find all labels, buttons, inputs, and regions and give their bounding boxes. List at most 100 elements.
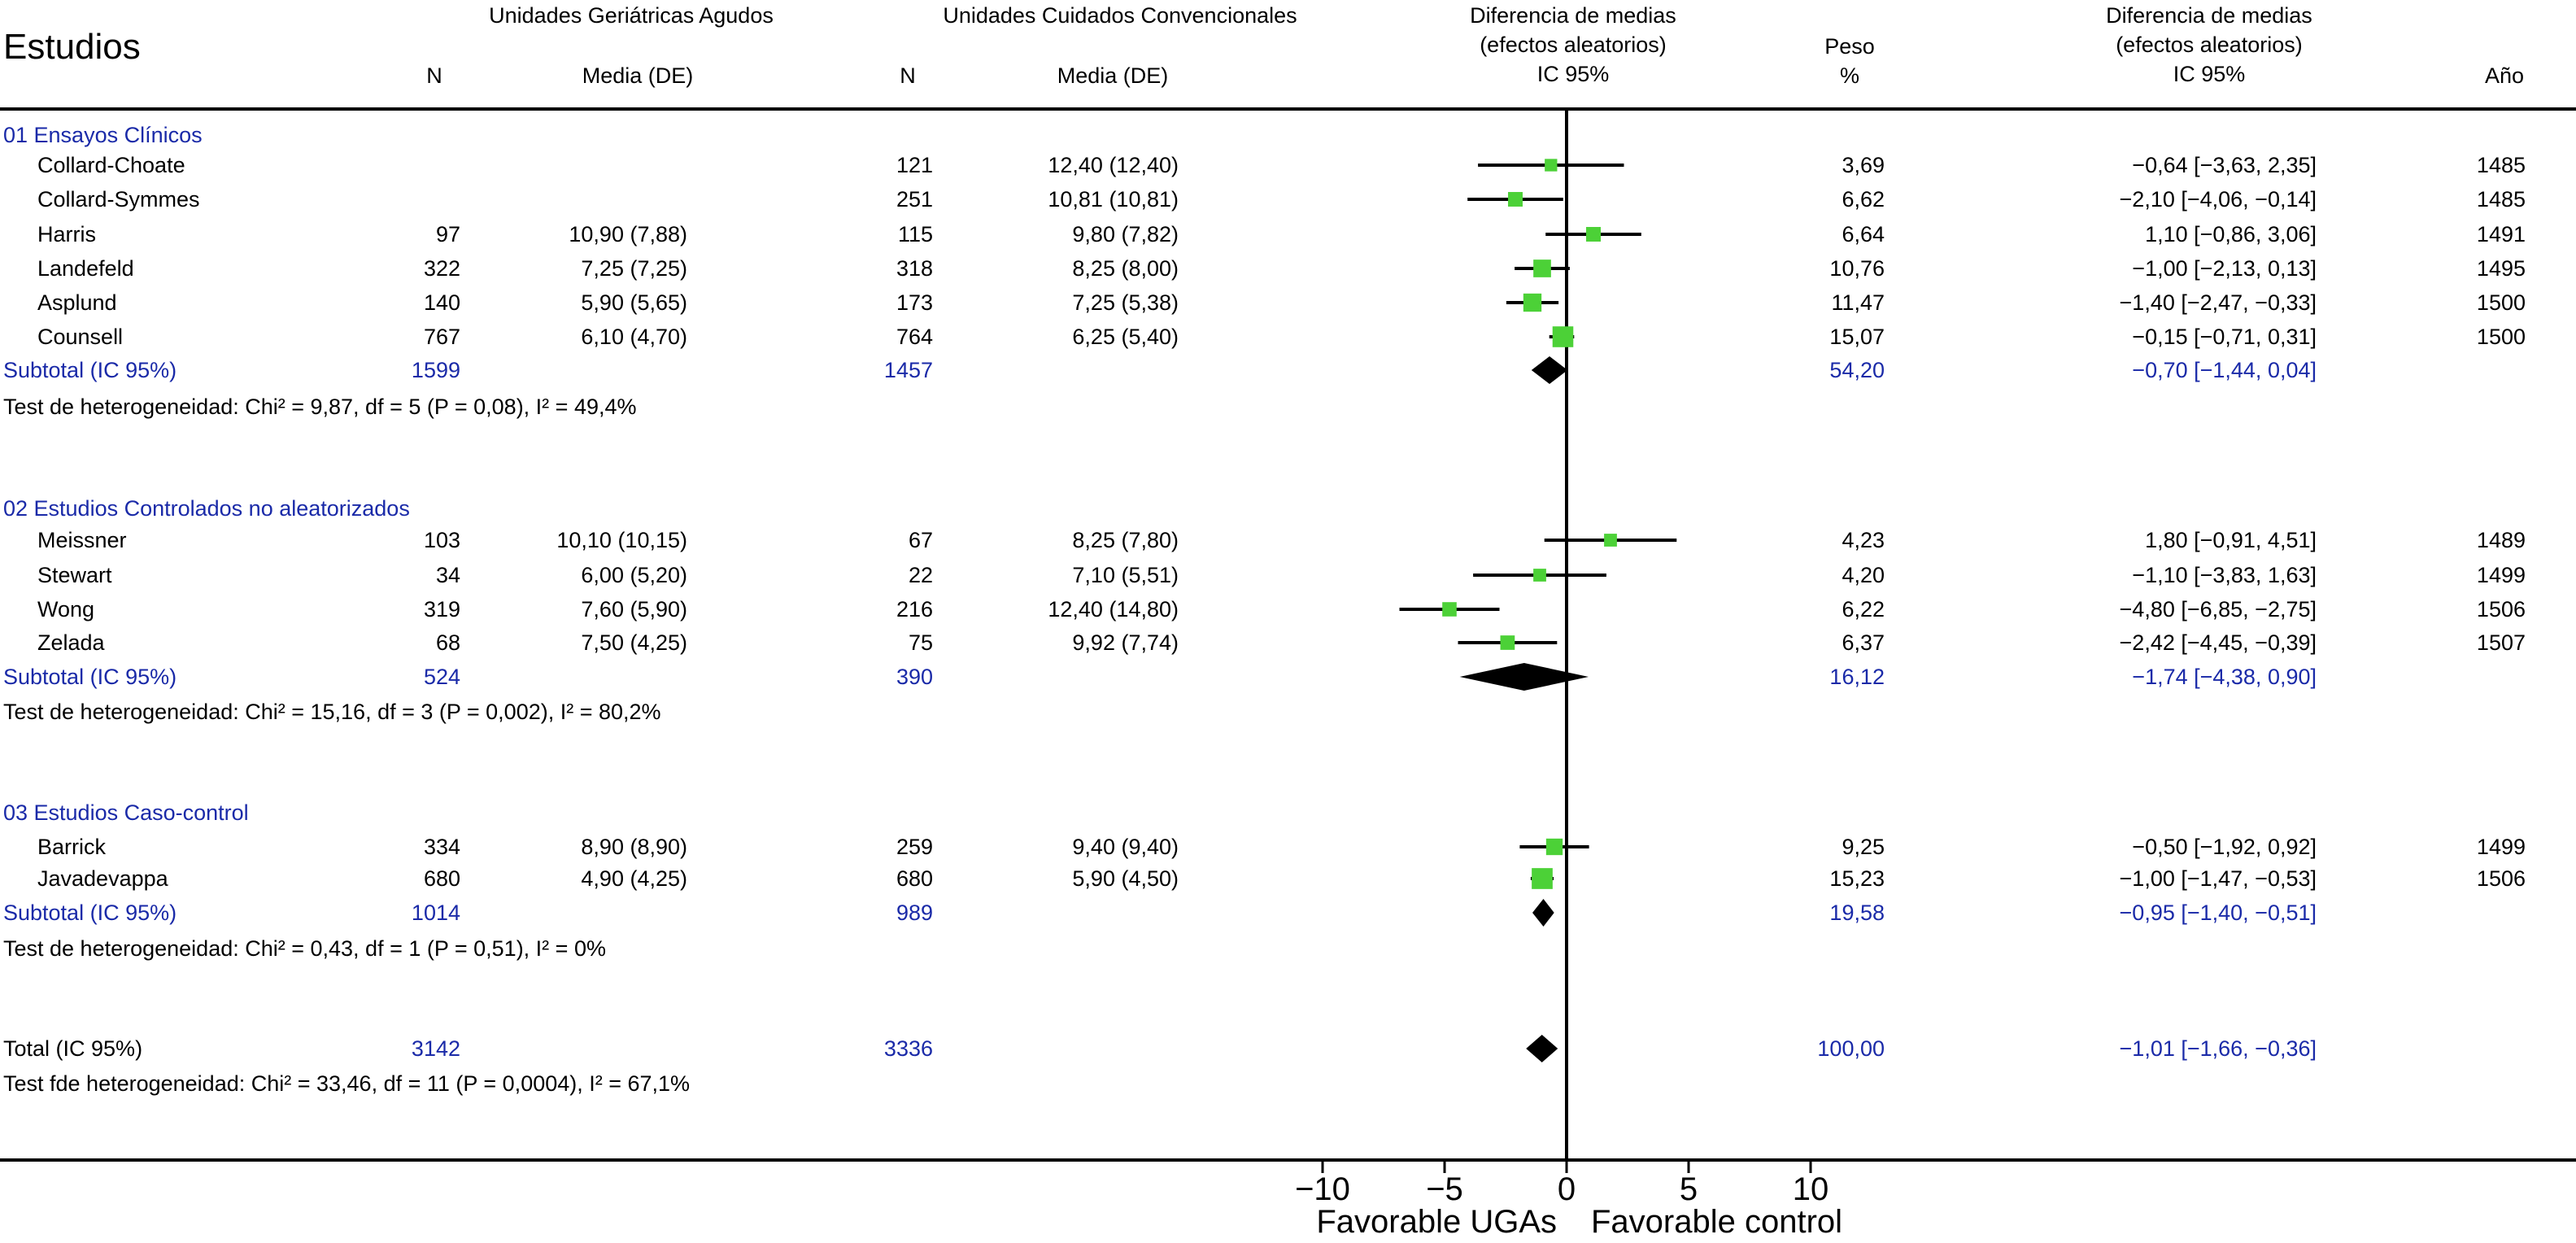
subtotal-diamond <box>1532 899 1554 927</box>
group2-n-header: N <box>900 63 916 88</box>
forest-axis: −10 −5 0 5 10 Favorable UGAs Favorable contr… <box>0 1158 2576 1240</box>
study-n2: 251 <box>896 187 933 212</box>
study-mean2: 8,25 (7,80) <box>1072 528 1179 552</box>
study-weight: 6,37 <box>1842 630 1885 655</box>
study-mean2: 7,25 (5,38) <box>1072 290 1179 315</box>
study-mean2: 7,10 (5,51) <box>1072 563 1179 587</box>
study-mean2: 9,92 (7,74) <box>1072 630 1179 655</box>
subtotal-weight: 54,20 <box>1829 358 1885 382</box>
axis-tick-label: 0 <box>1558 1171 1576 1207</box>
group-title: 03 Estudios Caso-control <box>3 800 249 825</box>
year-header: Año <box>2485 63 2524 88</box>
study-ci: −1,00 [−1,47, −0,53] <box>2120 866 2317 891</box>
study-mean1: 4,90 (4,25) <box>581 866 687 891</box>
study-mean1: 7,50 (4,25) <box>581 630 687 655</box>
study-n1: 68 <box>436 630 460 655</box>
study-mean1: 7,60 (5,90) <box>581 597 687 622</box>
axis-ticks: −10 −5 0 5 10 <box>1295 1160 1828 1207</box>
effect-square <box>1533 569 1546 582</box>
study-mean2: 6,25 (5,40) <box>1072 325 1179 349</box>
group1-mean-header: Media (DE) <box>582 63 694 88</box>
study-weight: 3,69 <box>1842 153 1885 177</box>
study-n2: 216 <box>896 597 933 622</box>
study-name: Counsell <box>37 325 123 349</box>
table-body: 01 Ensayos Clínicos Collard-Choate 121 12,4… <box>3 109 2526 1160</box>
subtotal-n2: 1457 <box>884 358 933 382</box>
study-mean2: 9,80 (7,82) <box>1072 222 1179 246</box>
group2-mean-header: Media (DE) <box>1057 63 1169 88</box>
group-title: 02 Estudios Controlados no aleatorizados <box>3 496 410 521</box>
study-weight: 15,07 <box>1829 325 1885 349</box>
study-year: 1485 <box>2477 187 2526 212</box>
study-year: 1499 <box>2477 835 2526 859</box>
subtotal-n1: 524 <box>424 665 460 689</box>
study-name: Collard-Symmes <box>37 187 200 212</box>
study-name: Asplund <box>37 290 117 315</box>
total-diamond <box>1526 1035 1558 1062</box>
weight-header-line2: % <box>1840 63 1859 88</box>
total-ci: −1,01 [−1,66, −0,36] <box>2120 1036 2317 1061</box>
study-year: 1506 <box>2477 597 2526 622</box>
study-weight: 15,23 <box>1829 866 1885 891</box>
study-ci: 1,10 [−0,86, 3,06] <box>2145 222 2317 246</box>
effect-square <box>1532 868 1553 889</box>
study-ci: −4,80 [−6,85, −2,75] <box>2120 597 2317 622</box>
total-weight: 100,00 <box>1817 1036 1885 1061</box>
subtotal-n1: 1014 <box>412 901 460 925</box>
study-ci: −1,00 [−2,13, 0,13] <box>2132 256 2317 281</box>
study-name: Barrick <box>37 835 107 859</box>
total-n2: 3336 <box>884 1036 933 1061</box>
study-n2: 67 <box>909 528 933 552</box>
subtotal-weight: 16,12 <box>1829 665 1885 689</box>
study-ci: 1,80 [−0,91, 4,51] <box>2145 528 2317 552</box>
study-n2: 173 <box>896 290 933 315</box>
study-weight: 6,62 <box>1842 187 1885 212</box>
effect-title-line2: (efectos aleatorios) <box>2116 33 2303 57</box>
study-mean1: 7,25 (7,25) <box>581 256 687 281</box>
study-ci: −1,10 [−3,83, 1,63] <box>2132 563 2317 587</box>
study-name: Harris <box>37 222 96 246</box>
axis-tick-label: 5 <box>1680 1171 1698 1207</box>
study-n1: 680 <box>424 866 460 891</box>
study-year: 1499 <box>2477 563 2526 587</box>
favors-right-label: Favorable control <box>1591 1204 1842 1240</box>
forest-title-line1: Diferencia de medias <box>1470 3 1676 28</box>
study-weight: 4,23 <box>1842 528 1885 552</box>
total-label: Total (IC 95%) <box>3 1036 142 1061</box>
study-mean2: 5,90 (4,50) <box>1072 866 1179 891</box>
study-mean2: 10,81 (10,81) <box>1048 187 1179 212</box>
study-year: 1485 <box>2477 153 2526 177</box>
study-mean1: 5,90 (5,65) <box>581 290 687 315</box>
study-weight: 10,76 <box>1829 256 1885 281</box>
study-year: 1500 <box>2477 325 2526 349</box>
subtotal-ci: −1,74 [−4,38, 0,90] <box>2132 665 2317 689</box>
study-mean1: 10,10 (10,15) <box>556 528 687 552</box>
effect-square <box>1545 159 1558 172</box>
subtotal-label: Subtotal (IC 95%) <box>3 358 177 382</box>
study-name: Wong <box>37 597 94 622</box>
heterogeneity-text: Test de heterogeneidad: Chi² = 0,43, df … <box>3 936 606 961</box>
group1-title: Unidades Geriátricas Agudos <box>489 3 774 28</box>
favors-left-label: Favorable UGAs <box>1316 1204 1557 1240</box>
effect-square <box>1533 260 1551 277</box>
study-n1: 140 <box>424 290 460 315</box>
axis-tick-label: −10 <box>1295 1171 1350 1207</box>
study-year: 1491 <box>2477 222 2526 246</box>
heterogeneity-text: Test de heterogeneidad: Chi² = 9,87, df … <box>3 395 637 419</box>
study-n2: 764 <box>896 325 933 349</box>
subtotal-n2: 390 <box>896 665 933 689</box>
study-name: Zelada <box>37 630 106 655</box>
effect-square <box>1586 227 1601 242</box>
subtotal-label: Subtotal (IC 95%) <box>3 901 177 925</box>
study-n2: 115 <box>898 222 933 246</box>
subtotal-ci: −0,95 [−1,40, −0,51] <box>2120 901 2317 925</box>
header-section: Estudios Unidades Geriátricas Agudos Uni… <box>0 3 2576 111</box>
group1-n-header: N <box>426 63 442 88</box>
study-year: 1500 <box>2477 290 2526 315</box>
study-mean2: 12,40 (14,80) <box>1048 597 1179 622</box>
study-ci: −2,10 [−4,06, −0,14] <box>2120 187 2317 212</box>
effect-square <box>1523 293 1542 312</box>
axis-tick-label: 10 <box>1793 1171 1829 1207</box>
axis-tick-label: −5 <box>1426 1171 1463 1207</box>
